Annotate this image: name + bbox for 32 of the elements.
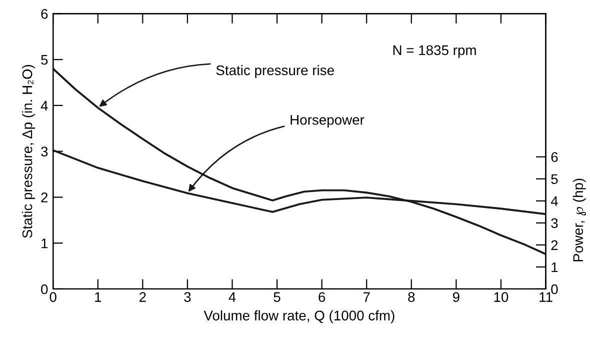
y-tick-label: 6 [41, 9, 48, 19]
text: Horsepower [290, 115, 364, 128]
x-tick-label: 8 [408, 292, 415, 302]
y2-tick-label: 4 [550, 196, 558, 206]
y2-axis-title: Power, ℘ (hp) [572, 178, 586, 262]
x-tick-label: 10 [494, 292, 508, 302]
y-tick-label: 0 [41, 284, 48, 294]
y-axis-title: Static pressure, Δp (in. H₂O) [22, 64, 35, 238]
x-tick-label: 5 [274, 292, 280, 302]
y2-tick-label: 2 [551, 240, 558, 250]
y2-tick-label: 3 [551, 218, 558, 228]
y2-tick-label: 1 [552, 262, 558, 272]
x-tick-label: 7 [363, 292, 370, 302]
y-tick-label: 5 [41, 55, 48, 65]
x-tick-label: 2 [140, 292, 146, 302]
y2-tick-label: 6 [551, 152, 558, 162]
y-tick-label: 2 [41, 192, 48, 202]
y-tick-label: 4 [40, 100, 48, 110]
y2-tick-label: 0 [551, 284, 558, 294]
y2-tick-label: 5 [551, 174, 558, 184]
x-tick-label: 9 [452, 292, 460, 302]
annotation: N = 1835 rpm [393, 45, 476, 58]
x-axis-title: Volume flow rate, Q (1000 cfm) [204, 310, 394, 324]
x-tick-label: 3 [184, 292, 191, 302]
y-tick-label: 3 [41, 146, 48, 157]
text: Static pressure rise [216, 65, 334, 78]
x-tick-label: 0 [50, 292, 56, 302]
x-tick-label: 4 [228, 292, 236, 302]
y-tick-label: 1 [42, 238, 48, 248]
x-tick-label: 6 [318, 292, 326, 302]
x-tick-label: 1 [95, 292, 102, 302]
x-tick-label: 11 [540, 292, 552, 302]
